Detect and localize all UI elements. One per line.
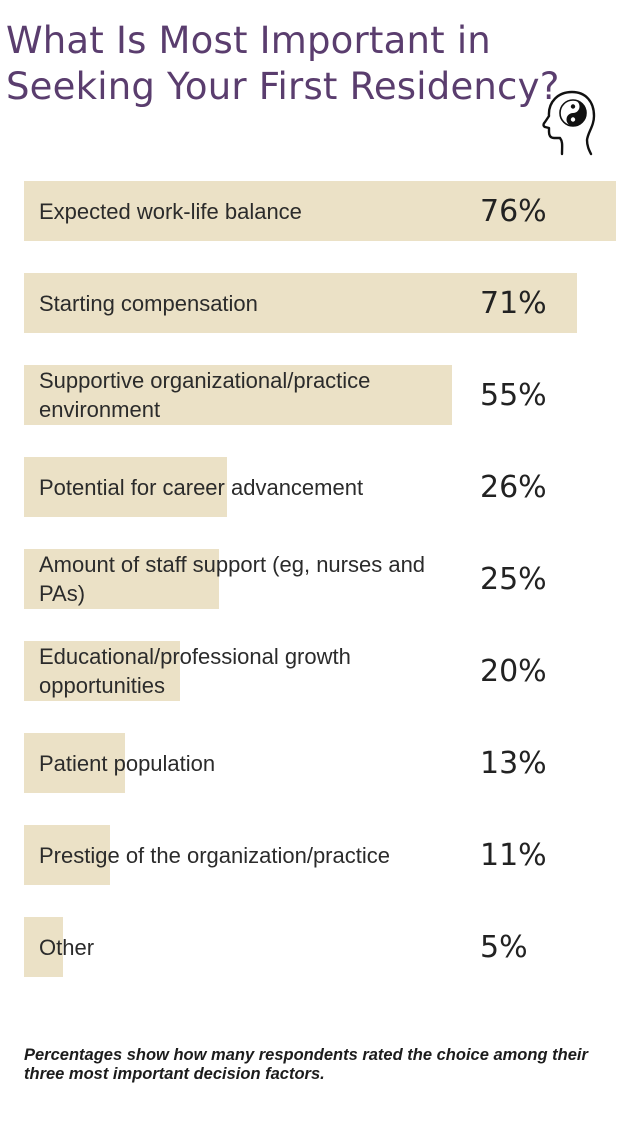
category-label: Potential for career advancement [39, 474, 364, 500]
category-label: Prestige of the organization/practice [39, 842, 390, 868]
bar-row: Educational/professional growth opportun… [0, 641, 640, 701]
category-label: Other [39, 934, 95, 960]
bar-row: Supportive organizational/practice envir… [0, 365, 640, 425]
bar-chart: Expected work-life balance 76% Starting co… [0, 181, 640, 977]
head-yin-yang-icon [542, 90, 596, 156]
bar [24, 825, 110, 885]
category-label: Educational/professional growth opportun… [39, 644, 351, 698]
category-label: Patient population [39, 750, 216, 776]
bar-row: Potential for career advancement 26% [0, 457, 640, 517]
bar-row: Prestige of the organization/practice 11% [0, 825, 640, 885]
bar [24, 917, 63, 977]
bar-row: Expected work-life balance 76% [0, 181, 640, 241]
bar [24, 641, 180, 701]
value-label: 26% [480, 469, 547, 505]
value-label: 71% [480, 285, 547, 321]
value-label: 20% [480, 653, 547, 689]
bar-row: Patient population 13% [0, 733, 640, 793]
value-label: 11% [480, 837, 547, 873]
chart-title: What Is Most Important in Seeking Your F… [6, 19, 560, 108]
bar [24, 457, 227, 517]
bar [24, 549, 219, 609]
bar [24, 181, 616, 241]
bar-row: Amount of staff support (eg, nurses and … [0, 549, 640, 609]
bar [24, 273, 578, 333]
category-label: Amount of staff support (eg, nurses and … [39, 552, 426, 606]
value-label: 55% [480, 377, 547, 413]
footnote: Percentages show how many respondents ra… [24, 1046, 588, 1083]
value-label: 13% [480, 745, 547, 781]
category-label: Expected work-life balance [39, 198, 302, 224]
value-label: 5% [480, 929, 528, 965]
bar-row: Starting compensation 71% [0, 273, 640, 333]
value-label: 76% [480, 193, 547, 229]
category-label: Supportive organizational/practice envir… [39, 368, 371, 422]
category-label: Starting compensation [39, 290, 258, 316]
bar-row: Other 5% [0, 917, 640, 977]
value-label: 25% [480, 561, 547, 597]
bar [24, 365, 453, 425]
bar [24, 733, 126, 793]
